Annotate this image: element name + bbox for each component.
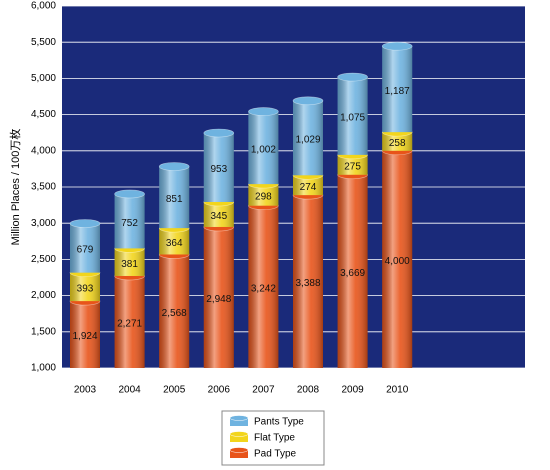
y-tick-label: 6,000 — [31, 1, 56, 12]
value-label: 4,000 — [385, 256, 410, 267]
value-label: 1,002 — [251, 144, 276, 155]
value-label: 275 — [344, 161, 361, 172]
bar-shade — [159, 166, 190, 229]
value-label: 1,029 — [295, 135, 320, 146]
bar-shade — [293, 175, 323, 196]
y-tick-label: 2,500 — [31, 254, 56, 265]
value-label: 2,568 — [162, 308, 187, 319]
x-tick-label: 2005 — [163, 385, 186, 396]
value-label: 1,924 — [72, 331, 97, 342]
bar-shade — [248, 205, 279, 368]
y-axis-label: Million Places / 100万枚 — [8, 129, 22, 246]
bar-shade — [114, 275, 145, 368]
x-tick-label: 2008 — [297, 385, 320, 396]
value-label: 298 — [255, 192, 272, 203]
y-tick-label: 4,500 — [31, 109, 56, 120]
legend-label: Flat Type — [254, 433, 295, 444]
value-label: 851 — [166, 194, 183, 205]
value-label: 3,669 — [340, 268, 365, 279]
segment-cap — [69, 219, 101, 228]
bar-shade — [114, 193, 145, 249]
x-tick-label: 2003 — [74, 385, 97, 396]
segment-cap — [292, 96, 324, 106]
legend-swatch — [230, 418, 248, 426]
x-tick-label: 2010 — [386, 385, 409, 396]
value-label: 1,075 — [340, 113, 365, 124]
segment-cap — [203, 128, 235, 138]
segment-cap — [381, 41, 413, 51]
x-tick-label: 2006 — [208, 385, 231, 396]
value-label: 345 — [210, 211, 227, 222]
bar-shade — [203, 132, 234, 202]
segment-cap — [158, 162, 190, 171]
legend-swatch-cap — [229, 447, 249, 453]
bar-shade — [248, 111, 279, 185]
bar-shade — [382, 46, 413, 133]
bar-shade — [337, 77, 368, 155]
bar-shade — [337, 174, 368, 368]
x-tick-label: 2009 — [341, 385, 364, 396]
legend-swatch — [230, 434, 248, 442]
bar-shade — [114, 248, 145, 276]
bar-shade — [382, 132, 413, 151]
bar-shade — [70, 223, 100, 273]
bar-shade — [382, 150, 413, 368]
y-tick-label: 3,000 — [31, 218, 56, 229]
y-tick-label: 3,500 — [31, 182, 56, 193]
x-tick-label: 2007 — [252, 385, 275, 396]
bar-shade — [293, 100, 323, 176]
value-label: 2,271 — [117, 319, 142, 330]
bar-shade — [70, 272, 100, 302]
value-label: 274 — [300, 182, 317, 193]
bar-shade — [337, 154, 368, 175]
y-tick-label: 4,000 — [31, 145, 56, 156]
legend-label: Pad Type — [254, 449, 297, 460]
value-label: 364 — [166, 238, 183, 249]
x-tick-label: 2004 — [118, 385, 141, 396]
y-tick-label: 5,000 — [31, 73, 56, 84]
value-label: 3,388 — [295, 278, 320, 289]
legend-label: Pants Type — [254, 417, 304, 428]
bar-shade — [248, 184, 279, 206]
value-label: 752 — [121, 218, 138, 229]
bar-shade — [159, 228, 190, 255]
bar-shade — [203, 226, 234, 368]
y-tick-label: 5,500 — [31, 37, 56, 48]
value-label: 679 — [77, 245, 94, 256]
legend-swatch-cap — [229, 415, 249, 421]
bar-shade — [159, 254, 190, 368]
value-label: 953 — [210, 164, 227, 175]
segment-cap — [114, 189, 145, 199]
value-label: 381 — [121, 259, 138, 270]
legend-swatch-cap — [229, 431, 249, 437]
bar-shade — [70, 301, 100, 368]
value-label: 3,242 — [251, 283, 276, 294]
value-label: 258 — [389, 138, 406, 149]
value-label: 393 — [77, 284, 94, 295]
value-label: 1,187 — [385, 86, 410, 97]
value-label: 2,948 — [206, 294, 231, 305]
y-tick-label: 1,500 — [31, 326, 56, 337]
segment-cap — [337, 72, 368, 82]
y-tick-label: 1,000 — [31, 363, 56, 374]
y-tick-label: 2,000 — [31, 290, 56, 301]
bar-shade — [293, 195, 323, 368]
legend-swatch — [230, 450, 248, 458]
segment-cap — [248, 107, 279, 116]
